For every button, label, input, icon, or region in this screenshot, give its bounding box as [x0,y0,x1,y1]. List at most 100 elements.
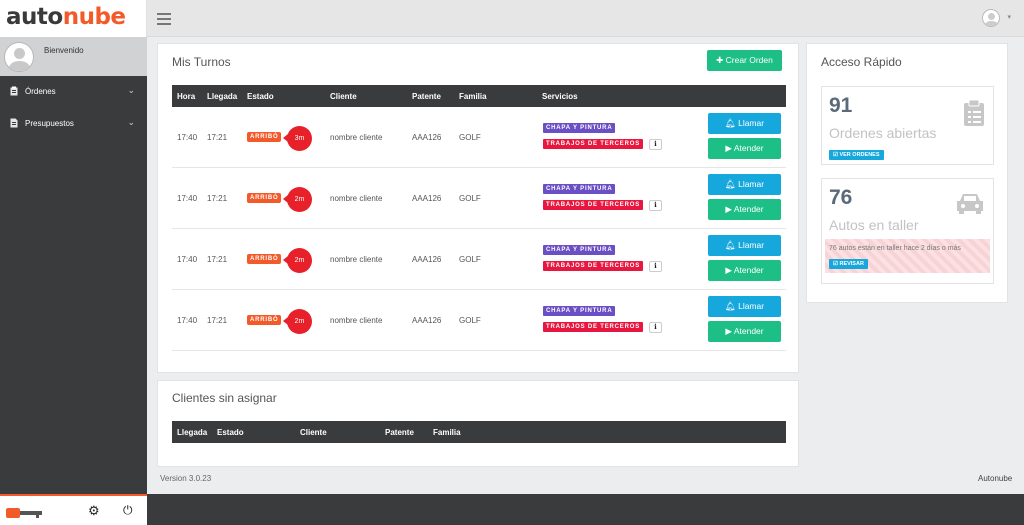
llamar-label: Llamar [738,240,765,250]
info-icon[interactable]: ℹ [649,261,662,272]
revisar-label: REVISAR [839,261,864,267]
status-badge: ARRIBÓ [247,132,282,142]
llamar-button[interactable]: 🔔︎ Llamar [708,235,781,256]
table-row: 17:40 17:21 ARRIBÓ 2m nombre cliente AAA… [172,229,786,290]
sidebar-item-presupuestos[interactable]: Presupuestos ⌄ [0,108,147,140]
ordenes-count: 91 [829,94,853,117]
info-icon[interactable]: ℹ [649,200,662,211]
column-header: Familia [433,428,461,437]
llegada-cell: 17:21 [207,194,228,203]
familia-cell: GOLF [459,133,481,142]
autos-label: Autos en taller [829,217,919,233]
turnos-table-header: Hora Llegada Estado Cliente Patente Fami… [172,85,786,107]
column-header: Patente [385,428,414,437]
bottom-bar [147,494,1024,525]
service-badge: CHAPA Y PINTURA [543,245,616,255]
cliente-cell: nombre cliente [330,133,383,142]
clipboard-icon [10,86,18,96]
ordenes-label: Ordenes abiertas [829,125,937,141]
crear-orden-button[interactable]: ✚ Crear Orden [707,50,782,71]
patente-cell: AAA126 [412,316,442,325]
autonube-logo[interactable]: autonube [6,4,126,30]
info-icon[interactable]: ℹ [649,139,662,150]
status-badge: ARRIBÓ [247,315,282,325]
autos-en-taller-card: 76 Autos en taller 76 autos están en tal… [821,178,994,284]
user-avatar-icon[interactable] [982,9,1000,27]
table-row: 17:40 17:21 ARRIBÓ 3m nombre cliente AAA… [172,107,786,168]
user-avatar-icon [4,42,34,72]
bell-icon: 🔔︎ [724,301,736,311]
ordenes-abiertas-card: 91 Ordenes abiertas ☑ VER ORDENES [821,86,994,165]
service-badge: TRABAJOS DE TERCEROS [543,322,644,332]
hora-cell: 17:40 [177,133,198,142]
column-header: Patente [412,92,441,101]
clientes-sin-asignar-panel: Clientes sin asignar Llegada Estado Clie… [157,380,799,467]
familia-cell: GOLF [459,316,481,325]
mis-turnos-panel: Mis Turnos ✚ Crear Orden Hora Llegada Es… [157,43,799,373]
play-icon: ▶ [725,143,732,153]
service-badge: TRABAJOS DE TERCEROS [543,261,644,271]
sidebar-item-label: Órdenes [25,87,56,96]
sidebar-footer: ⚙ ⏻ [0,494,147,525]
bell-icon: 🔔︎ [724,240,736,250]
panel-title: Mis Turnos [172,55,231,69]
warning-alert: 76 autos están en taller hace 2 días o m… [825,239,990,273]
service-badge: CHAPA Y PINTURA [543,306,616,316]
sin-asignar-table-header: Llegada Estado Cliente Patente Familia [172,421,786,443]
logo-part-auto: auto [6,4,63,30]
service-badge: TRABAJOS DE TERCEROS [543,139,644,149]
familia-cell: GOLF [459,255,481,264]
column-header: Estado [217,428,244,437]
bell-icon: 🔔︎ [724,118,736,128]
service-badge: TRABAJOS DE TERCEROS [543,200,644,210]
power-icon[interactable]: ⏻ [123,503,133,517]
llamar-button[interactable]: 🔔︎ Llamar [708,113,781,134]
cliente-cell: nombre cliente [330,316,383,325]
atender-button[interactable]: ▶ Atender [708,138,781,159]
ver-ordenes-label: VER ORDENES [839,152,880,158]
settings-gear-icon[interactable]: ⚙ [88,503,100,518]
atender-label: Atender [733,265,764,275]
sidebar: autonube Bienvenido Órdenes ⌄ Presupuest… [0,0,147,525]
llamar-button[interactable]: 🔔︎ Llamar [708,296,781,317]
llamar-label: Llamar [738,118,765,128]
footer-brand: Autonube [978,474,1013,483]
atender-button[interactable]: ▶ Atender [708,260,781,281]
column-header: Estado [247,92,274,101]
revisar-link[interactable]: ☑ REVISAR [829,259,868,269]
patente-cell: AAA126 [412,133,442,142]
elapsed-time-bubble: 3m [283,126,312,151]
patente-cell: AAA126 [412,255,442,264]
atender-label: Atender [733,204,764,214]
table-row: 17:40 17:21 ARRIBÓ 2m nombre cliente AAA… [172,290,786,351]
column-header: Familia [459,92,487,101]
column-header: Llegada [177,428,208,437]
key-icon [6,508,42,518]
column-header: Servicios [542,92,578,101]
column-header: Cliente [330,92,357,101]
ver-ordenes-link[interactable]: ☑ VER ORDENES [829,150,884,160]
status-badge: ARRIBÓ [247,254,282,264]
table-row: 17:40 17:21 ARRIBÓ 2m nombre cliente AAA… [172,168,786,229]
logo-part-nube: nube [62,4,126,30]
play-icon: ▶ [725,326,732,336]
llegada-cell: 17:21 [207,316,228,325]
caret-down-icon[interactable]: ▾ [1007,14,1011,21]
column-header: Cliente [300,428,327,437]
atender-button[interactable]: ▶ Atender [708,321,781,342]
atender-button[interactable]: ▶ Atender [708,199,781,220]
cliente-cell: nombre cliente [330,194,383,203]
hora-cell: 17:40 [177,316,198,325]
info-icon[interactable]: ℹ [649,322,662,333]
llamar-button[interactable]: 🔔︎ Llamar [708,174,781,195]
llamar-label: Llamar [738,179,765,189]
plus-icon: ✚ [716,55,724,65]
elapsed-time-bubble: 2m [283,187,312,212]
play-icon: ▶ [725,265,732,275]
familia-cell: GOLF [459,194,481,203]
crear-orden-label: Crear Orden [725,55,773,65]
sidebar-item-ordenes[interactable]: Órdenes ⌄ [0,76,147,108]
sidebar-item-label: Presupuestos [25,119,74,128]
cliente-cell: nombre cliente [330,255,383,264]
hamburger-menu-icon[interactable] [157,13,171,25]
